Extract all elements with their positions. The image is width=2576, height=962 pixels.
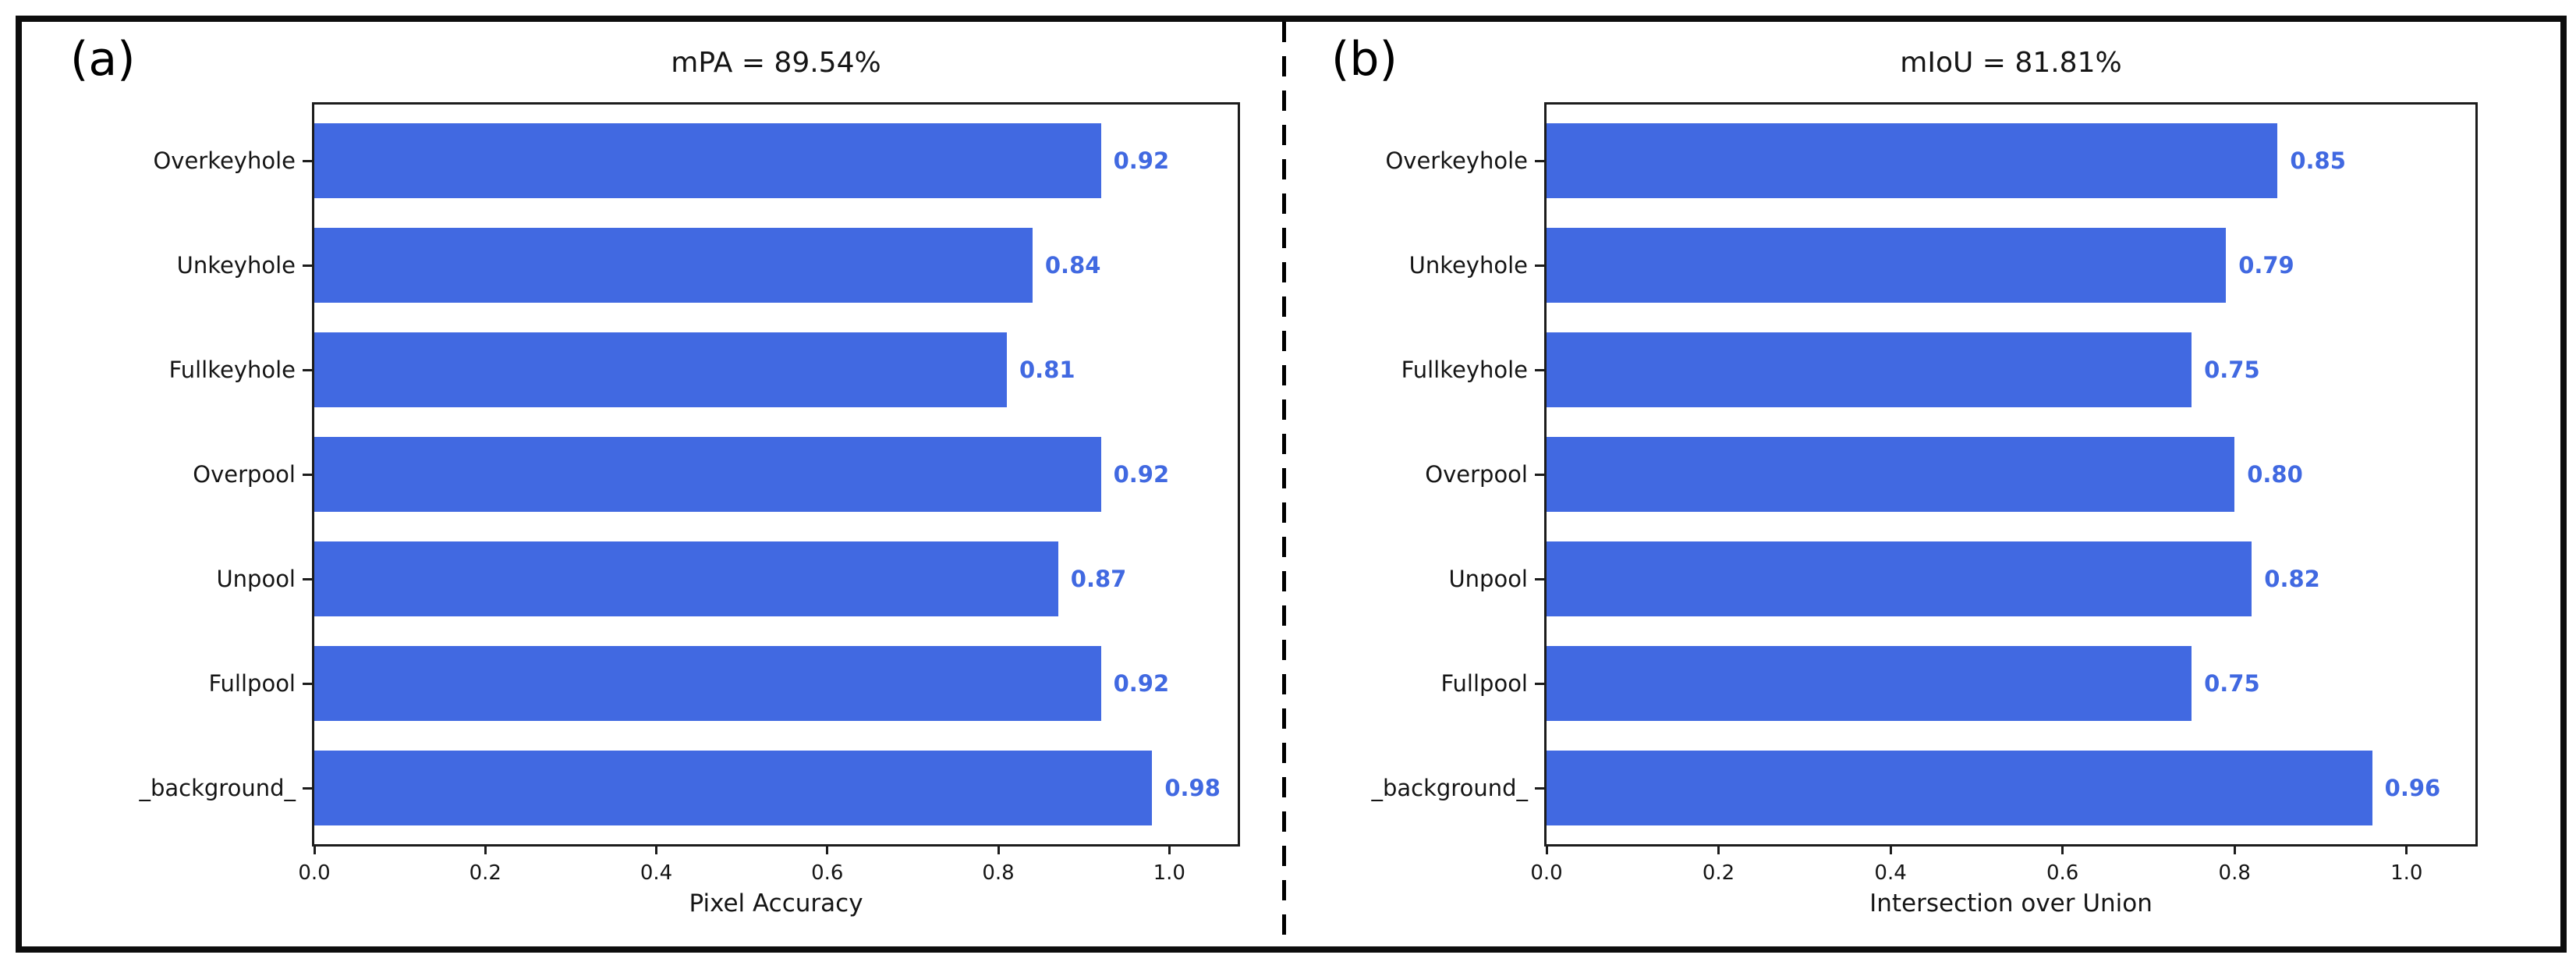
x-axis-tick: [2061, 844, 2064, 854]
x-axis-tick-label: 0.8: [982, 861, 1015, 885]
y-axis-tick: [1535, 577, 1544, 580]
bar-background: [314, 751, 1153, 825]
x-axis-tick: [1717, 844, 1720, 854]
chart-a-plot-area: 0.92 Overkeyhole 0.84 Unkeyhole 0.81 Fullkeyh…: [139, 102, 1240, 885]
bar-Fullkeyhole: [1547, 332, 2192, 407]
x-axis-tick-label: 0.6: [811, 861, 844, 885]
y-axis-category-label: _background_: [1371, 775, 1528, 801]
x-axis-tick: [1889, 844, 1892, 854]
panel-a: (a) mPA = 89.54% 0.92 Overkeyhole 0.84 Unke…: [22, 22, 1282, 946]
figure-frame: (a) mPA = 89.54% 0.92 Overkeyhole 0.84 Unke…: [16, 16, 2567, 953]
y-axis-category-label: Fullkeyhole: [168, 357, 296, 383]
y-axis-tick: [303, 577, 312, 580]
y-axis-category-label: _background_: [139, 775, 296, 801]
y-axis-tick: [303, 473, 312, 476]
bar-value-label: 0.92: [1113, 461, 1170, 488]
chart-b-x-axis-label: Intersection over Union: [1869, 889, 2153, 918]
x-axis-tick: [655, 844, 658, 854]
bar-Unpool: [1547, 541, 2252, 616]
x-axis-tick: [997, 844, 1000, 854]
y-axis-tick: [1535, 368, 1544, 371]
y-axis-category-label: Unkeyhole: [1408, 252, 1528, 279]
y-axis-category-label: Unpool: [1448, 566, 1528, 592]
bar-value-label: 0.84: [1044, 252, 1101, 279]
x-axis-tick-label: 0.0: [1530, 861, 1563, 885]
bar-value-label: 0.80: [2247, 461, 2303, 488]
bar-value-label: 0.81: [1019, 357, 1075, 383]
panel-b: (b) mIoU = 81.81% 0.85 Overkeyhole 0.79 Unk…: [1286, 22, 2560, 946]
bar-value-label: 0.75: [2204, 357, 2260, 383]
bar-Overkeyhole: [1547, 123, 2278, 198]
bar-value-label: 0.96: [2384, 775, 2441, 801]
panel-b-label: (b): [1331, 32, 1398, 87]
x-axis-tick: [1545, 844, 1548, 854]
bar-Overpool: [314, 437, 1101, 512]
x-axis-tick: [2233, 844, 2236, 854]
y-axis-tick: [303, 264, 312, 267]
bar-Unkeyhole: [314, 228, 1033, 303]
x-axis-tick-label: 0.2: [1702, 861, 1735, 885]
panel-a-label: (a): [70, 32, 136, 87]
chart-a-title: mPA = 89.54%: [671, 47, 881, 79]
bar-value-label: 0.85: [2290, 147, 2346, 174]
bar-Overkeyhole: [314, 123, 1101, 198]
x-axis-tick-label: 0.4: [640, 861, 673, 885]
chart-b-title: mIoU = 81.81%: [1900, 47, 2122, 79]
y-axis-category-label: Overpool: [1425, 461, 1528, 488]
y-axis-tick: [303, 786, 312, 790]
bar-value-label: 0.92: [1113, 147, 1170, 174]
bar-Unkeyhole: [1547, 228, 2227, 303]
y-axis-category-label: Unkeyhole: [176, 252, 296, 279]
y-axis-tick: [1535, 786, 1544, 790]
x-axis-tick-label: 0.2: [469, 861, 501, 885]
bar-Fullpool: [314, 646, 1101, 721]
x-axis-tick: [826, 844, 829, 854]
bar-value-label: 0.82: [2264, 566, 2320, 592]
y-axis-category-label: Overkeyhole: [153, 147, 296, 174]
x-axis-tick: [2405, 844, 2408, 854]
x-axis-tick: [313, 844, 316, 854]
x-axis-tick-label: 0.6: [2046, 861, 2079, 885]
bar-value-label: 0.92: [1113, 670, 1170, 697]
y-axis-tick: [1535, 159, 1544, 162]
y-axis-tick: [1535, 264, 1544, 267]
chart-a-x-axis-label: Pixel Accuracy: [689, 889, 863, 918]
panel-divider-dashed-line: [1282, 22, 1286, 946]
x-axis-tick-label: 0.4: [1874, 861, 1907, 885]
y-axis-tick: [303, 368, 312, 371]
bar-Overpool: [1547, 437, 2235, 512]
y-axis-category-label: Overpool: [193, 461, 296, 488]
y-axis-category-label: Fullpool: [1440, 670, 1528, 697]
bar-Unpool: [314, 541, 1058, 616]
y-axis-category-label: Fullkeyhole: [1401, 357, 1528, 383]
bar-value-label: 0.79: [2238, 252, 2294, 279]
y-axis-tick: [1535, 682, 1544, 685]
chart-b-plot-area: 0.85 Overkeyhole 0.79 Unkeyhole 0.75 Fullkeyh…: [1371, 102, 2478, 885]
y-axis-category-label: Fullpool: [208, 670, 296, 697]
bar-background: [1547, 751, 2372, 825]
y-axis-category-label: Overkeyhole: [1385, 147, 1528, 174]
bar-value-label: 0.98: [1164, 775, 1221, 801]
x-axis-tick-label: 0.8: [2218, 861, 2251, 885]
bar-value-label: 0.87: [1070, 566, 1127, 592]
bar-value-label: 0.75: [2204, 670, 2260, 697]
y-axis-tick: [303, 159, 312, 162]
y-axis-category-label: Unpool: [216, 566, 296, 592]
x-axis-tick-label: 0.0: [298, 861, 331, 885]
bar-Fullkeyhole: [314, 332, 1007, 407]
x-axis-tick-label: 1.0: [2390, 861, 2423, 885]
y-axis-tick: [1535, 473, 1544, 476]
x-axis-tick-label: 1.0: [1153, 861, 1185, 885]
y-axis-tick: [303, 682, 312, 685]
x-axis-tick: [1168, 844, 1171, 854]
bar-Fullpool: [1547, 646, 2192, 721]
x-axis-tick: [484, 844, 487, 854]
